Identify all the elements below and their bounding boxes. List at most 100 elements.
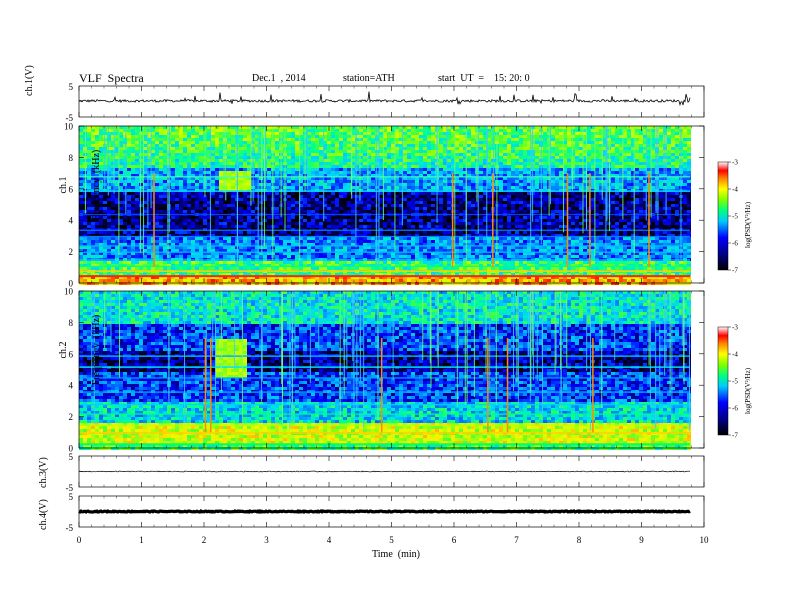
- ch1-spec-cell: [499, 153, 503, 156]
- ch1-spec-cell: [395, 150, 399, 153]
- ch1-spec-cell: [175, 192, 179, 195]
- ch1-spec-cell: [499, 219, 503, 222]
- ch1-spec-cell: [519, 186, 523, 189]
- ch1-spec-cell: [327, 159, 331, 162]
- ch1-spec-cell: [331, 207, 335, 210]
- ch1-spec-cell: [371, 147, 375, 150]
- ch1-spec-cell: [155, 135, 159, 138]
- ch1-spec-cell: [375, 138, 379, 141]
- ch1-spec-cell: [407, 156, 411, 159]
- ch1-spec-cell: [127, 135, 131, 138]
- ch1-spec-cell: [291, 162, 295, 165]
- ch1-spec-cell: [307, 171, 311, 174]
- ch1-spec-cell: [483, 219, 487, 222]
- ch1-spec-cell: [403, 198, 407, 201]
- ch1-spec-cell: [635, 156, 639, 159]
- ch1-spec-cell: [219, 132, 223, 135]
- ch1-spec-cell: [463, 183, 467, 186]
- ch1-spec-cell: [527, 195, 531, 198]
- ch1-spec-cell: [535, 204, 539, 207]
- ch1-spec-cell: [207, 207, 211, 210]
- ch1-spec-cell: [479, 153, 483, 156]
- ch1-spec-cell: [507, 180, 511, 183]
- ch1-spec-cell: [667, 186, 671, 189]
- ch1-spec-cell: [115, 216, 119, 219]
- ch1-spec-cell: [387, 147, 391, 150]
- ch1-spec-cell: [151, 198, 155, 201]
- ch1-spec-cell: [579, 186, 583, 189]
- ch1-spec-cell: [567, 171, 571, 174]
- ch1-spec-cell: [419, 141, 423, 144]
- ch1-spec-cell: [583, 144, 587, 147]
- ch1-spec-cell: [247, 177, 251, 180]
- ch1-spec-cell: [563, 141, 567, 144]
- ch1-spec-cell: [115, 207, 119, 210]
- ch1-spec-cell: [407, 147, 411, 150]
- ch1-spec-cell: [79, 153, 83, 156]
- ch1-spec-cell: [231, 135, 235, 138]
- ch1-spec-cell: [131, 144, 135, 147]
- ch1-spec-cell: [431, 171, 435, 174]
- ch1-spec-cell: [139, 129, 143, 132]
- ch1-spec-cell: [135, 159, 139, 162]
- ch1-spec-cell: [331, 171, 335, 174]
- ch1-spec-cell: [323, 201, 327, 204]
- ch1-spec-cell: [459, 210, 463, 213]
- ch1-spec-cell: [183, 177, 187, 180]
- ch1-spec-cell: [459, 219, 463, 222]
- ch1-spec-cell: [439, 138, 443, 141]
- ch1-spec-cell: [627, 168, 631, 171]
- ch1-spec-cell: [131, 177, 135, 180]
- ch1-spec-cell: [455, 141, 459, 144]
- ch1-spec-cell: [79, 168, 83, 171]
- ch1-spec-cell: [347, 198, 351, 201]
- ch1-spec-cell: [91, 216, 95, 219]
- ch1-spec-cell: [611, 165, 615, 168]
- ch1-spec-cell: [327, 201, 331, 204]
- ch1-spec-cell: [315, 141, 319, 144]
- ch1-spec-cell: [419, 195, 423, 198]
- ch1-spec-cell: [191, 165, 195, 168]
- ch1-spec-cell: [631, 198, 635, 201]
- ch1-spec-cell: [587, 180, 591, 183]
- ch1-spec-cell: [599, 159, 603, 162]
- ch1-spec-cell: [667, 129, 671, 132]
- ch1-spec-cell: [443, 192, 447, 195]
- ch1-spec-cell: [439, 147, 443, 150]
- ch1-spec-cell: [223, 174, 227, 177]
- ch1-spec-cell: [351, 156, 355, 159]
- ch1-spec-cell: [299, 144, 303, 147]
- ch1-spec-cell: [639, 159, 643, 162]
- ch1-spec-cell: [159, 186, 163, 189]
- ch1-spec-cell: [631, 201, 635, 204]
- ch1-spec-cell: [563, 183, 567, 186]
- ch1-spec-cell: [223, 198, 227, 201]
- ch1-spec-cell: [499, 135, 503, 138]
- ch1-spec-cell: [347, 156, 351, 159]
- ch1-spec-cell: [267, 156, 271, 159]
- ch1-spec-cell: [687, 177, 691, 180]
- ch1-spec-cell: [163, 165, 167, 168]
- ch1-spec-cell: [211, 201, 215, 204]
- ch1-spec-cell: [195, 204, 199, 207]
- ch1-spec-cell: [95, 153, 99, 156]
- ch1-spec-cell: [79, 126, 83, 129]
- ch1-spec-cell: [175, 171, 179, 174]
- ch1-spec-cell: [171, 192, 175, 195]
- ch1-spec-cell: [211, 150, 215, 153]
- ch1-spec-cell: [131, 198, 135, 201]
- ch1-spec-cell: [279, 216, 283, 219]
- ch1-spec-cell: [219, 165, 223, 168]
- ch1-spec-cell: [403, 150, 407, 153]
- ch1-spec-cell: [87, 174, 91, 177]
- ch1-spec-cell: [115, 150, 119, 153]
- ch1-spec-cell: [351, 141, 355, 144]
- ch1-spec-cell: [239, 165, 243, 168]
- ch1-spec-cell: [407, 198, 411, 201]
- ch1-spec-cell: [511, 186, 515, 189]
- ch1-spec-cell: [223, 138, 227, 141]
- ch1-spec-cell: [611, 159, 615, 162]
- ch1-spec-cell: [459, 198, 463, 201]
- ch1-spec-cell: [163, 174, 167, 177]
- ch1-spec-cell: [107, 192, 111, 195]
